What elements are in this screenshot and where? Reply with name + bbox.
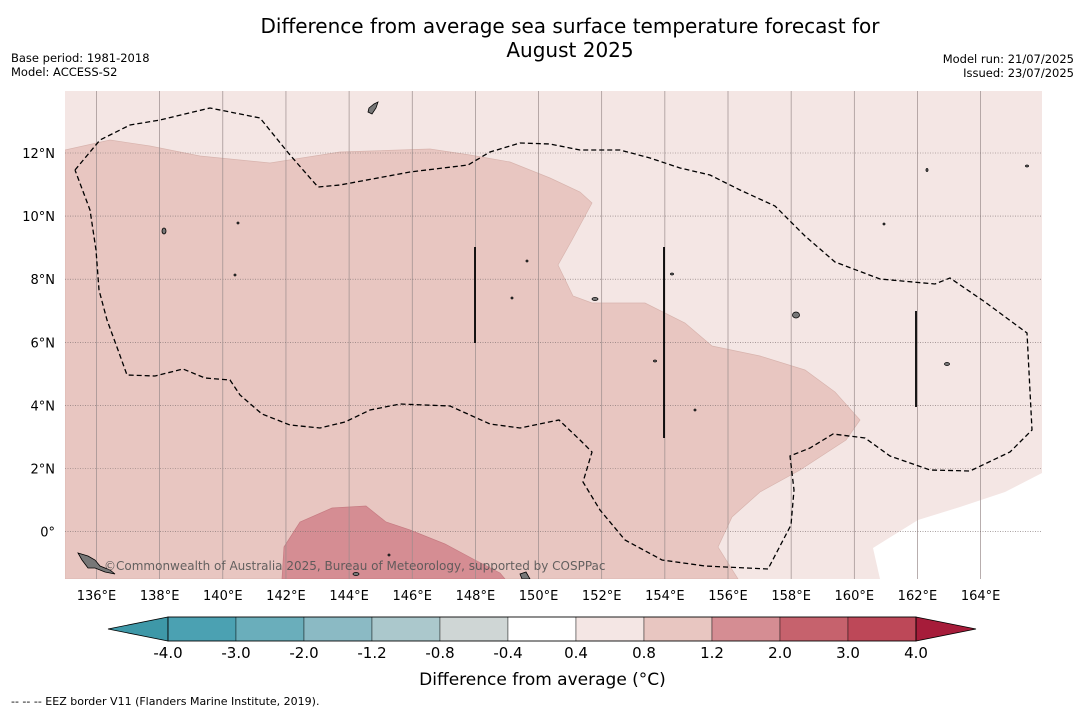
colorbar: -4.0 -3.0 -2.0 -1.2 -0.8 -0.4 0.4 0.8 1.2 2.0 3.0 4… [107, 616, 977, 662]
colorbar-title: Difference from average (°C) [419, 670, 666, 690]
island-b [670, 272, 674, 276]
lon-label: 152°E [582, 589, 622, 604]
colorbar-tick-label: -1.2 [357, 644, 386, 662]
model-run: Model run: 21/07/2025 [942, 52, 1074, 66]
colorbar-extend-low [107, 616, 169, 642]
map-title: Difference from average sea surface temp… [170, 14, 970, 62]
lon-label: 148°E [456, 589, 496, 604]
colorbar-segment [847, 616, 917, 642]
colorbar-tick-label: -0.4 [493, 644, 522, 662]
copyright-watermark: ©Commonwealth of Australia 2025, Bureau … [104, 559, 606, 573]
longitude-labels: 136°E 138°E 140°E 142°E 144°E 146°E 148°E 150°E… [77, 589, 1001, 604]
colorbar-tick-label: -4.0 [153, 644, 182, 662]
colorbar-segment [779, 616, 849, 642]
lon-label: 138°E [140, 589, 180, 604]
colorbar-segment [575, 616, 645, 642]
lon-label: 164°E [961, 589, 1001, 604]
eez-footnote: -- -- -- EEZ border V11 (Flanders Marine… [11, 695, 320, 708]
model-info: Base period: 1981-2018 Model: ACCESS-S2 [11, 51, 150, 79]
lon-label: 160°E [835, 589, 875, 604]
lon-label: 150°E [519, 589, 559, 604]
lat-label: 0° [40, 526, 55, 541]
lon-label: 142°E [266, 589, 306, 604]
island-h [510, 296, 514, 300]
colorbar-segment [643, 616, 713, 642]
colorbar-segment [167, 616, 237, 642]
colorbar-extend-high [915, 616, 977, 642]
island-a [161, 227, 167, 235]
colorbar-segment [439, 616, 509, 642]
title-line-1: Difference from average sea surface temp… [260, 14, 880, 38]
latitude-labels: 12°N 10°N 8°N 6°N 4°N 2°N 0° [22, 147, 55, 541]
colorbar-tick-label: -0.8 [425, 644, 454, 662]
island-c [519, 571, 531, 579]
island-n [387, 553, 391, 557]
colorbar-tick-label: 0.8 [632, 644, 656, 662]
colorbar-segment [303, 616, 373, 642]
gridlines [65, 91, 1042, 579]
anomaly-band-0.8-1.2 [65, 139, 861, 579]
run-info: Model run: 21/07/2025 Issued: 23/07/2025 [943, 52, 1074, 80]
title-line-2: August 2025 [506, 38, 634, 62]
lon-label: 154°E [645, 589, 685, 604]
issued-date: Issued: 23/07/2025 [963, 66, 1074, 80]
colorbar-segment [711, 616, 781, 642]
lat-label: 12°N [22, 147, 55, 162]
island-guam [367, 101, 379, 115]
lon-label: 162°E [898, 589, 938, 604]
lon-label: 158°E [771, 589, 811, 604]
colorbar-tick-label: 2.0 [768, 644, 792, 662]
lon-label: 146°E [392, 589, 432, 604]
anomaly-band-1.2-2.0 [281, 505, 506, 579]
base-period: Base period: 1981-2018 [11, 51, 150, 65]
island-l [925, 168, 929, 172]
eez-border [74, 107, 1033, 570]
model-name: Model: ACCESS-S2 [11, 65, 118, 79]
lat-label: 8°N [31, 273, 56, 288]
colorbar-tick-label: 1.2 [700, 644, 724, 662]
island-f [233, 273, 237, 277]
colorbar-segment [507, 616, 577, 642]
island-i [653, 359, 657, 363]
island-k [1025, 164, 1029, 168]
sst-map: ©Commonwealth of Australia 2025, Bureau … [65, 91, 1042, 579]
colorbar-tick-label: -3.0 [221, 644, 250, 662]
colorbar-outline [167, 616, 917, 642]
colorbar-segment [371, 616, 441, 642]
lon-label: 136°E [77, 589, 117, 604]
lon-label: 144°E [329, 589, 369, 604]
colorbar-tick-label: -2.0 [289, 644, 318, 662]
island-g [525, 259, 529, 263]
colorbar-tick-label: 3.0 [836, 644, 860, 662]
colorbar-tick-label: 4.0 [904, 644, 928, 662]
colorbar-segment [235, 616, 305, 642]
colorbar-tick-label: 0.4 [564, 644, 588, 662]
island-d [352, 572, 360, 576]
island-j [882, 222, 886, 226]
island-m [693, 408, 697, 412]
lat-label: 2°N [31, 463, 56, 478]
anomaly-band-near-normal [873, 473, 1042, 579]
island-pohnpei [792, 311, 800, 319]
lat-label: 10°N [22, 210, 55, 225]
island-palau [77, 552, 116, 575]
island-e [236, 221, 240, 225]
island-kosrae [944, 362, 950, 366]
lon-label: 156°E [708, 589, 748, 604]
islands [77, 101, 1029, 579]
island-chuuk [591, 297, 599, 301]
lat-label: 4°N [31, 399, 56, 414]
lon-label: 140°E [203, 589, 243, 604]
lat-label: 6°N [31, 336, 56, 351]
